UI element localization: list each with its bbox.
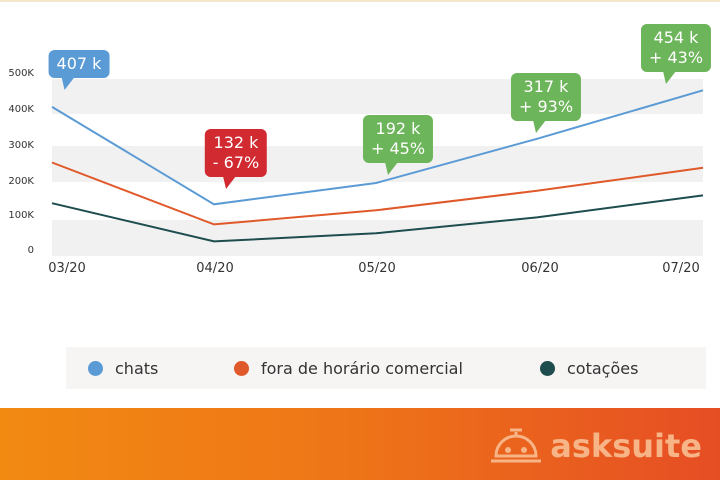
annotation-change: + 93% <box>518 97 574 116</box>
y-tick: 500K <box>8 68 34 79</box>
grid-band <box>52 220 703 256</box>
y-tick: 400K <box>8 104 34 115</box>
y-tick: 200K <box>8 176 34 187</box>
x-tick: 04/20 <box>196 261 234 276</box>
top-border <box>0 0 720 2</box>
annotation-value: 317 k <box>523 77 569 96</box>
legend-item-chats: chats <box>88 347 158 389</box>
x-tick: 03/20 <box>48 261 86 276</box>
annotation-change: + 45% <box>370 139 426 158</box>
legend-dot-icon <box>540 360 555 376</box>
bubble-tail <box>533 120 546 133</box>
service-bell-icon <box>491 428 542 463</box>
annotation-change: + 43% <box>648 48 704 67</box>
annotation-bubble: 407 k <box>48 50 110 78</box>
legend-dot-icon <box>234 360 249 376</box>
bubble-tail <box>663 71 676 84</box>
series-line-chats <box>51 89 704 206</box>
legend-item-cotacoes: cotações <box>540 347 638 389</box>
legend-label: cotações <box>567 358 639 378</box>
legend-label: chats <box>115 358 159 378</box>
y-tick: 100K <box>8 210 34 221</box>
y-tick: 0 <box>27 245 34 256</box>
bubble-tail <box>61 77 75 90</box>
annotation-value: 454 k <box>653 28 699 47</box>
plot-area <box>51 71 704 256</box>
annotation-change: - 67% <box>212 153 260 172</box>
chart-legend: chats fora de horário comercial cotações <box>66 347 706 389</box>
legend-dot-icon <box>88 360 103 376</box>
annotation-bubble: 132 k - 67% <box>204 129 268 177</box>
x-tick: 06/20 <box>521 261 559 276</box>
brand-name: asksuite <box>550 427 702 465</box>
legend-label: fora de horário comercial <box>261 358 463 378</box>
bubble-tail <box>223 176 236 189</box>
annotation-bubble: 317 k + 93% <box>510 73 582 121</box>
x-tick: 05/20 <box>358 261 396 276</box>
annotation-value: 192 k <box>375 119 421 138</box>
line-chart: 0 100K 200K 300K 400K 500K 03/20 04/20 0… <box>8 24 712 276</box>
bubble-tail <box>385 162 398 175</box>
annotation-value: 407 k <box>56 54 102 73</box>
annotation-bubble: 454 k + 43% <box>640 24 712 72</box>
series-line-cotacoes <box>51 194 704 243</box>
legend-item-fora-de-horario: fora de horário comercial <box>234 347 463 389</box>
x-tick: 07/20 <box>662 261 700 276</box>
brand-logo: asksuite <box>488 426 702 466</box>
footer-banner: asksuite <box>0 408 720 480</box>
grid-band <box>52 79 703 114</box>
annotation-value: 132 k <box>213 133 259 152</box>
annotation-bubble: 192 k + 45% <box>362 115 434 163</box>
y-tick: 300K <box>8 140 34 151</box>
series-line-fora-de-horario <box>51 161 704 226</box>
